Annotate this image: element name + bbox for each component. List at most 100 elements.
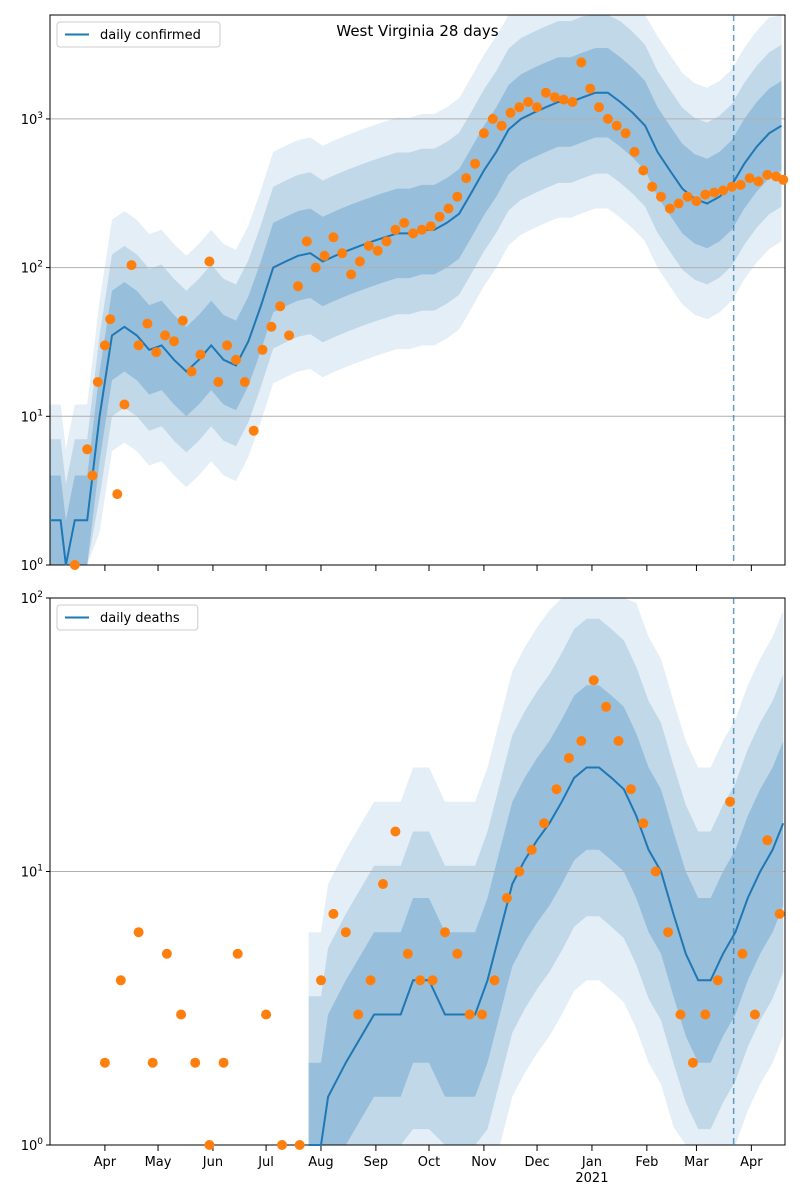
- data-point: [673, 198, 684, 209]
- data-point: [749, 1009, 760, 1020]
- data-point: [501, 893, 512, 903]
- data-point: [266, 321, 277, 332]
- data-point: [399, 217, 410, 228]
- data-point: [778, 174, 789, 185]
- series-line: [308, 766, 785, 1146]
- data-point: [378, 879, 388, 889]
- data-point: [620, 128, 631, 139]
- data-point: [195, 349, 206, 360]
- legend-box: [56, 21, 221, 48]
- data-point: [425, 221, 436, 232]
- data-point: [585, 83, 596, 94]
- data-point: [328, 908, 339, 919]
- x-tick-label: Sep: [364, 1155, 389, 1170]
- data-point: [461, 173, 472, 184]
- y-tick-label: 103: [21, 111, 43, 128]
- data-point: [372, 245, 383, 256]
- data-point: [452, 948, 463, 959]
- uncertainty-band-0: [50, 15, 782, 565]
- data-point: [762, 835, 773, 846]
- data-point: [700, 189, 711, 200]
- data-point: [576, 57, 587, 68]
- data-point: [549, 92, 560, 103]
- data-point: [638, 165, 649, 176]
- data-point: [275, 301, 286, 312]
- data-point: [613, 736, 624, 746]
- data-point: [737, 948, 748, 959]
- data-point: [390, 826, 401, 837]
- data-point: [478, 128, 489, 139]
- data-point: [232, 948, 243, 959]
- data-point: [558, 94, 569, 105]
- uncertainty-band-2: [308, 685, 784, 1145]
- data-point: [169, 336, 179, 347]
- data-point: [712, 975, 723, 986]
- x-tick-label: Jul: [257, 1155, 274, 1170]
- data-point: [753, 176, 764, 187]
- data-point: [505, 107, 516, 118]
- data-point: [726, 181, 737, 192]
- data-point: [735, 179, 746, 190]
- data-point: [440, 927, 450, 938]
- data-point: [257, 344, 268, 355]
- x-tick-label: Nov: [471, 1155, 497, 1170]
- data-point: [532, 102, 542, 113]
- data-point: [611, 120, 622, 131]
- uncertainty-band-1: [50, 15, 782, 565]
- data-point: [126, 260, 137, 271]
- data-point: [186, 366, 197, 377]
- legend-label: daily confirmed: [100, 28, 201, 43]
- data-point: [99, 1057, 110, 1068]
- data-point: [774, 908, 785, 919]
- x-tick-label: Dec: [524, 1155, 549, 1170]
- data-point: [443, 203, 454, 214]
- data-point: [744, 173, 755, 184]
- data-point: [576, 736, 587, 746]
- data-point: [477, 1009, 488, 1020]
- data-point: [147, 1057, 158, 1068]
- data-point: [663, 927, 674, 938]
- deaths-panel: 100 101 102 Apr May Jun Jul Aug Sep Oct Nov Dec Jan2…: [21, 590, 786, 1186]
- data-point: [526, 844, 537, 855]
- legend-label: daily deaths: [100, 611, 180, 626]
- data-point: [434, 211, 445, 222]
- data-point: [650, 866, 661, 877]
- x-tick-label: May: [145, 1155, 172, 1170]
- data-point: [416, 224, 427, 235]
- data-point: [489, 975, 500, 986]
- data-point: [294, 1140, 305, 1150]
- data-point: [301, 236, 312, 247]
- data-point: [119, 399, 130, 410]
- data-point: [319, 250, 330, 261]
- x-year-label: 2021: [575, 1171, 608, 1186]
- data-point: [354, 256, 365, 267]
- data-point: [656, 191, 666, 202]
- data-point: [452, 191, 463, 202]
- data-point: [277, 1140, 287, 1150]
- data-point: [133, 927, 144, 938]
- data-point: [160, 330, 171, 341]
- data-point: [762, 169, 773, 180]
- x-tick-label: Feb: [635, 1155, 658, 1170]
- data-point: [316, 975, 326, 986]
- data-point: [567, 97, 578, 107]
- data-point: [588, 675, 599, 686]
- data-point: [682, 191, 693, 202]
- data-point: [464, 1009, 475, 1020]
- data-point: [427, 975, 438, 986]
- data-point: [231, 354, 241, 365]
- data-point: [310, 262, 321, 273]
- data-point: [514, 102, 525, 113]
- data-point: [647, 181, 658, 192]
- data-point: [470, 158, 481, 169]
- legend: daily confirmed: [56, 21, 221, 48]
- data-point: [82, 444, 93, 455]
- data-point: [602, 113, 613, 124]
- data-point: [718, 185, 728, 196]
- data-point: [625, 784, 636, 795]
- data-point: [664, 203, 675, 214]
- x-tick-label: Jun: [202, 1155, 223, 1170]
- data-point: [115, 975, 126, 986]
